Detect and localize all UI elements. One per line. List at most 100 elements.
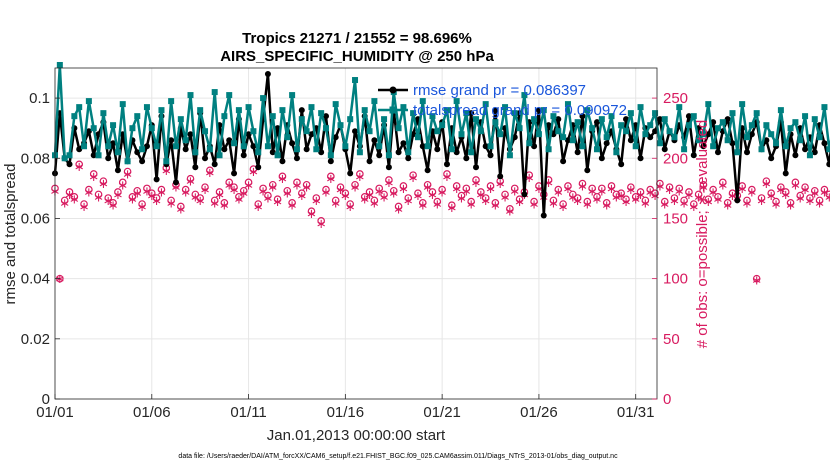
totalspread-point xyxy=(768,131,775,138)
obs-possible-point xyxy=(147,189,156,197)
totalspread-point xyxy=(414,134,421,141)
obs-possible-point xyxy=(593,192,601,201)
totalspread-point xyxy=(410,110,417,117)
obs-evaluated-point: ∗ xyxy=(698,181,709,196)
obs-evaluated-point: ∗ xyxy=(621,195,632,210)
obs-possible-point xyxy=(680,196,688,205)
obs-evaluated-point: ∗ xyxy=(756,194,767,209)
totalspread-point xyxy=(61,155,68,162)
totalspread-point xyxy=(105,143,112,150)
obs-evaluated-point: ∗ xyxy=(611,190,622,205)
obs-evaluated-point: ∗ xyxy=(175,202,186,217)
totalspread-point xyxy=(327,152,334,159)
obs-evaluated-point: ∗ xyxy=(669,194,680,209)
obs-evaluated-point: ∗ xyxy=(819,185,830,200)
rmse-point xyxy=(618,161,625,168)
obs-possible-point xyxy=(404,194,413,202)
totalspread-point xyxy=(593,146,600,153)
totalspread-point xyxy=(318,110,325,117)
totalspread-point xyxy=(274,152,281,159)
rmse-point xyxy=(289,140,296,147)
obs-possible-point xyxy=(443,170,451,178)
obs-evaluated-point: ∗ xyxy=(340,189,351,204)
obs-possible-point xyxy=(578,179,587,188)
totalspread-point xyxy=(269,113,276,120)
obs-evaluated-point: ∗ xyxy=(683,188,694,203)
totalspread-point xyxy=(681,146,688,153)
obs-evaluated-point: ∗ xyxy=(388,187,399,202)
obs-evaluated-point: ∗ xyxy=(727,189,738,204)
obs-evaluated-point: ∗ xyxy=(746,185,757,200)
totalspread-point xyxy=(656,140,663,147)
totalspread-point xyxy=(506,152,513,159)
totalspread-point xyxy=(661,116,668,123)
obs-possible-point xyxy=(123,167,132,176)
obs-evaluated-point: ∗ xyxy=(403,194,414,209)
rmse-point xyxy=(443,161,450,168)
obs-evaluated-point: ∗ xyxy=(795,191,806,206)
totalspread-point xyxy=(564,101,571,108)
rmse-point xyxy=(690,152,697,159)
y-right-tick-label: 150 xyxy=(663,210,688,227)
obs-possible-point xyxy=(80,200,88,208)
obs-possible-point xyxy=(757,194,766,202)
obs-possible-point xyxy=(506,205,514,213)
obs-evaluated-point: ∗ xyxy=(262,191,273,206)
obs-evaluated-point: ∗ xyxy=(224,178,235,193)
rmse-point xyxy=(729,140,736,147)
obs-possible-point xyxy=(709,185,717,194)
legend-spread-label: totalspread grand pr = 0.090972 xyxy=(413,102,627,119)
obs-possible-point xyxy=(462,184,471,193)
rmse-point xyxy=(255,164,262,171)
obs-evaluated-point: ∗ xyxy=(233,193,244,208)
obs-evaluated-point: ∗ xyxy=(132,187,143,202)
obs-possible-point xyxy=(612,190,621,199)
obs-evaluated-point: ∗ xyxy=(432,198,443,213)
rmse-point xyxy=(434,146,441,153)
obs-possible-point xyxy=(670,194,679,202)
totalspread-point xyxy=(492,119,499,126)
totalspread-point xyxy=(313,146,320,153)
obs-evaluated-point: ∗ xyxy=(596,184,607,199)
totalspread-point xyxy=(627,110,634,117)
rmse-point xyxy=(114,167,121,174)
obs-possible-point xyxy=(622,195,630,203)
legend-rmse-marker xyxy=(389,86,397,94)
totalspread-point xyxy=(531,116,538,123)
x-tick-label: 01/31 xyxy=(617,404,655,421)
obs-possible-point xyxy=(264,191,272,200)
obs-possible-point xyxy=(346,200,354,208)
obs-evaluated-point: ∗ xyxy=(722,199,733,214)
rmse-point xyxy=(748,131,755,138)
totalspread-point xyxy=(347,116,354,123)
obs-evaluated-point: ∗ xyxy=(664,183,675,198)
obs-evaluated-point: ∗ xyxy=(509,184,520,199)
rmse-point xyxy=(110,140,117,147)
totalspread-point xyxy=(700,131,707,138)
totalspread-point xyxy=(260,95,267,102)
rmse-point xyxy=(221,146,228,153)
obs-possible-point xyxy=(762,177,771,185)
obs-evaluated-point: ∗ xyxy=(350,181,361,196)
totalspread-point xyxy=(511,110,518,117)
totalspread-point xyxy=(714,125,721,132)
obs-evaluated-point: ∗ xyxy=(635,188,646,203)
obs-possible-point xyxy=(428,188,437,196)
obs-possible-point xyxy=(239,186,248,195)
obs-evaluated-point: ∗ xyxy=(693,190,704,205)
rmse-point xyxy=(497,173,504,180)
obs-possible-point xyxy=(568,190,577,199)
rmse-point xyxy=(318,149,325,156)
obs-evaluated-point: ∗ xyxy=(543,176,554,191)
obs-evaluated-point: ∗ xyxy=(408,171,419,186)
y-right-tick-label: 50 xyxy=(663,331,680,348)
rmse-point xyxy=(211,161,218,168)
obs-evaluated-point: ∗ xyxy=(117,178,128,193)
totalspread-point xyxy=(419,98,426,105)
totalspread-point xyxy=(429,113,436,120)
obs-possible-point xyxy=(191,190,200,199)
totalspread-point xyxy=(724,137,731,144)
obs-evaluated-point: ∗ xyxy=(267,181,278,196)
totalspread-point xyxy=(303,128,310,135)
totalspread-point xyxy=(322,125,329,132)
